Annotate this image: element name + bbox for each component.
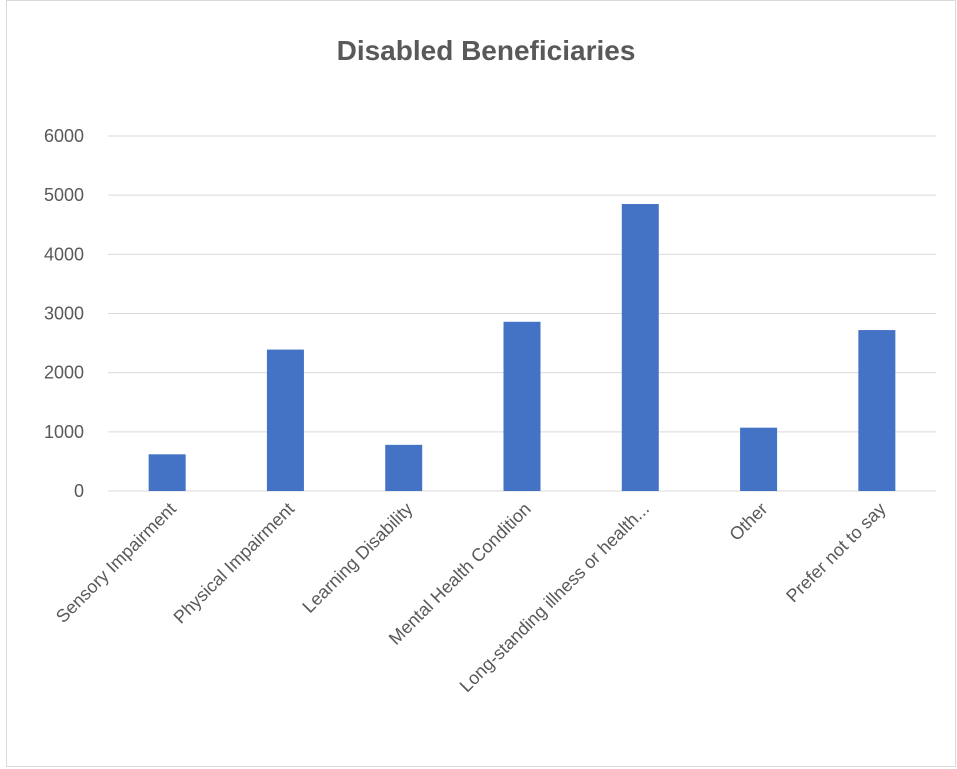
y-tick-label: 5000 — [44, 185, 84, 205]
chart-title: Disabled Beneficiaries — [337, 35, 636, 66]
y-tick-label: 2000 — [44, 363, 84, 383]
bar-5 — [740, 427, 778, 491]
x-category-label: Sensory Impairment — [52, 499, 180, 627]
bar-1 — [266, 349, 304, 491]
y-tick-label: 1000 — [44, 422, 84, 442]
y-tick-label: 6000 — [44, 126, 84, 146]
gridlines — [108, 135, 936, 492]
x-category-label: Physical Impairment — [170, 499, 299, 628]
y-tick-label: 0 — [74, 481, 84, 501]
bar-6 — [858, 330, 896, 491]
y-tick-label: 4000 — [44, 244, 84, 264]
bar-4 — [621, 204, 659, 491]
bar-0 — [148, 454, 186, 491]
bar-2 — [385, 444, 423, 491]
x-category-label: Learning Disability — [298, 499, 416, 617]
bars — [148, 204, 896, 491]
x-category-label: Other — [725, 499, 771, 545]
y-axis-tick-labels: 0 1000 2000 3000 4000 5000 6000 — [44, 126, 84, 501]
chart-frame — [6, 0, 956, 767]
x-category-label: Prefer not to say — [782, 499, 890, 607]
bar-3 — [503, 321, 541, 491]
y-tick-label: 3000 — [44, 304, 84, 324]
x-category-label: Long-standing illness or health... — [456, 499, 653, 696]
